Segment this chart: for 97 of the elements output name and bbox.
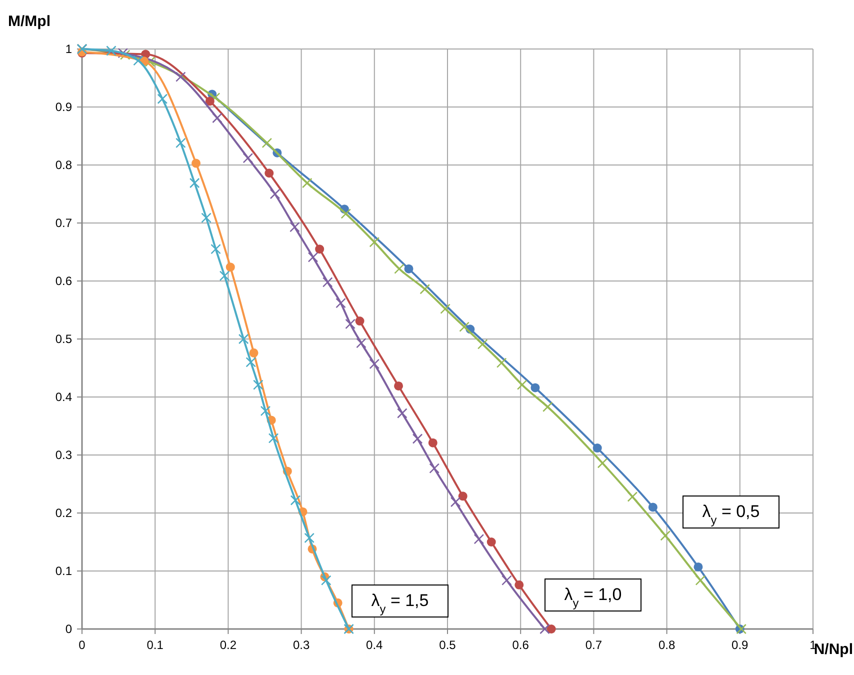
x-axis-title: N/Npl [814, 641, 853, 658]
point [264, 168, 274, 178]
point [133, 55, 144, 66]
point [260, 406, 271, 416]
point [546, 624, 556, 634]
point [502, 575, 512, 586]
x-tick-label: 0.7 [585, 638, 602, 652]
point [189, 178, 200, 188]
point [219, 270, 230, 281]
point [308, 252, 318, 262]
point [648, 502, 658, 512]
x-tick-label: 0.5 [439, 638, 456, 652]
point [660, 530, 670, 541]
x-tick-label: 0.8 [658, 638, 676, 652]
point [592, 444, 602, 453]
point [336, 298, 346, 308]
y-tick-label: 1 [65, 42, 72, 56]
point [356, 338, 366, 348]
point [253, 380, 264, 390]
point [530, 383, 540, 392]
point [212, 112, 222, 124]
point [477, 339, 488, 350]
point [394, 381, 404, 390]
point [542, 402, 553, 412]
point [322, 277, 333, 288]
point [262, 138, 272, 148]
point [192, 158, 201, 168]
point [226, 262, 235, 272]
point [246, 357, 256, 368]
y-tick-label: 0.4 [55, 390, 72, 404]
point [242, 152, 254, 164]
point [474, 534, 484, 544]
point [157, 94, 168, 104]
point [302, 178, 312, 188]
point [516, 380, 528, 390]
x-tick-label: 0 [78, 638, 86, 652]
point [106, 46, 116, 56]
point [627, 492, 638, 502]
y-tick-label: 0.8 [55, 158, 72, 172]
point [412, 434, 423, 444]
y-tick-label: 0.3 [55, 448, 72, 462]
point [394, 264, 404, 274]
annotation: λ$_{y}$ = 0,5 [702, 502, 760, 527]
point [201, 212, 212, 223]
point [459, 322, 470, 332]
x-tick-label: 0.2 [220, 638, 237, 652]
point [205, 96, 214, 106]
point [695, 575, 706, 586]
point [210, 244, 221, 254]
point [176, 72, 186, 82]
point [404, 264, 414, 274]
point [496, 358, 507, 368]
point [369, 236, 380, 248]
point [369, 358, 380, 370]
point [144, 56, 156, 67]
point [176, 138, 186, 148]
annotation: λ$_{y}$ = 1,0 [564, 585, 622, 610]
point [315, 244, 324, 254]
point [397, 408, 408, 418]
point [486, 538, 496, 546]
x-tick-label: 0.3 [292, 638, 310, 652]
point [238, 334, 249, 344]
point [345, 318, 356, 330]
point [210, 92, 220, 103]
point [458, 492, 468, 501]
point [321, 575, 332, 586]
point [355, 316, 364, 326]
point [268, 433, 279, 444]
point [736, 624, 747, 634]
x-tick-label: 0.9 [732, 638, 749, 652]
point [270, 188, 280, 200]
y-axis-title: M/Mpl [8, 13, 50, 30]
x-tick-label: 0.4 [366, 638, 384, 652]
y-tick-label: 0.7 [55, 216, 72, 230]
point [514, 580, 524, 590]
y-tick-label: 0.9 [55, 100, 72, 114]
y-tick-label: 0.2 [55, 506, 72, 520]
point [429, 463, 440, 474]
point [249, 348, 258, 358]
annotation: λ$_{y}$ = 1,5 [371, 591, 429, 616]
point [340, 208, 352, 219]
point [428, 438, 438, 448]
point [450, 496, 461, 508]
y-tick-label: 0.1 [55, 564, 72, 578]
point [694, 562, 703, 572]
y-tick-label: 0.5 [55, 332, 72, 346]
x-tick-label: 0.1 [146, 638, 164, 652]
point [304, 532, 314, 544]
y-tick-label: 0 [65, 622, 72, 636]
point [540, 624, 550, 634]
point [290, 222, 300, 232]
point [420, 284, 430, 294]
point [290, 495, 301, 506]
point [440, 304, 450, 314]
x-tick-label: 0.6 [512, 638, 530, 652]
y-tick-label: 0.6 [55, 274, 72, 288]
point [597, 458, 608, 468]
